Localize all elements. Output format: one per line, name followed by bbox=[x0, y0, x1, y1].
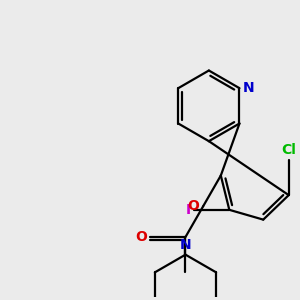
Text: O: O bbox=[188, 199, 200, 213]
Text: O: O bbox=[135, 230, 147, 244]
Text: N: N bbox=[243, 81, 255, 95]
Text: I: I bbox=[186, 203, 191, 217]
Text: N: N bbox=[180, 238, 191, 252]
Text: Cl: Cl bbox=[281, 143, 296, 158]
